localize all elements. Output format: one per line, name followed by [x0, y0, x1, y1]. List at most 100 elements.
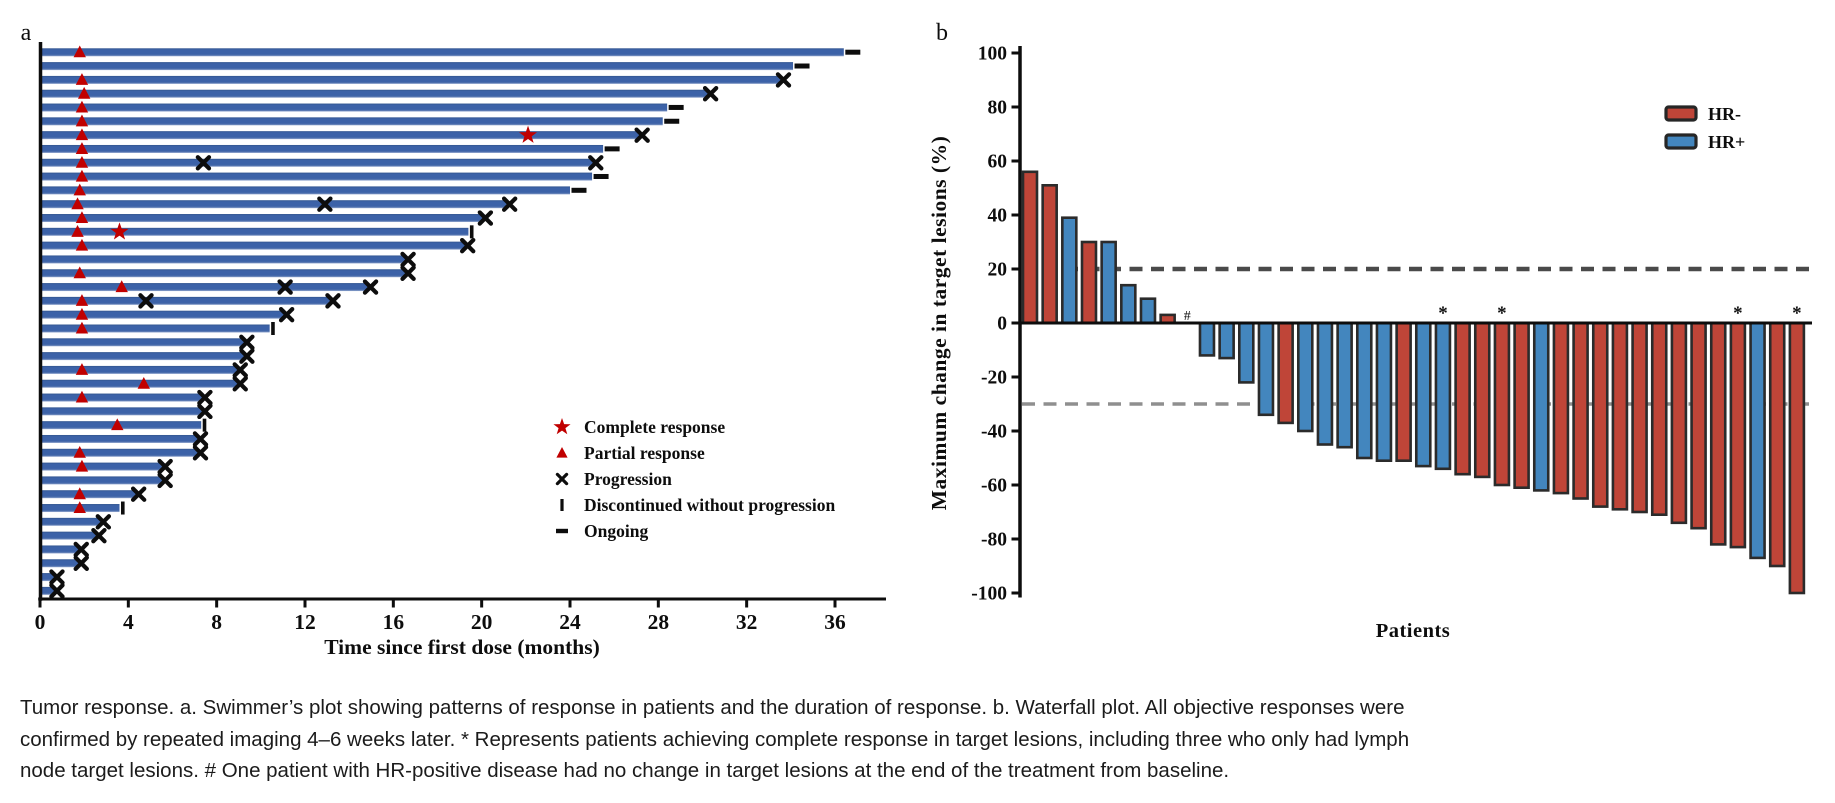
ongoing-dash-icon — [845, 49, 861, 55]
waterfall-bar-hr-neg — [1473, 321, 1491, 479]
progression-x-icon — [138, 293, 154, 309]
complete-response-star-icon — [519, 125, 538, 143]
x-tick-label: 8 — [211, 610, 222, 634]
progression-x-icon — [157, 458, 173, 475]
waterfall-bar-hr-pos — [1375, 321, 1393, 462]
waterfall-bar-hr-pos — [1336, 321, 1353, 449]
waterfall-bar-hr-neg — [1768, 321, 1786, 568]
waterfall-bar-hr-neg — [1395, 321, 1412, 462]
no-change-hash: # — [1184, 309, 1191, 324]
progression-x-icon — [73, 541, 89, 558]
x-tick-label: 24 — [559, 610, 581, 634]
y-tick-label: -40 — [981, 422, 1007, 443]
swimmer-bar — [40, 296, 332, 305]
partial-response-triangle-icon — [75, 142, 89, 154]
progression-x-icon — [325, 293, 341, 309]
partial-response-triangle-icon — [75, 321, 89, 334]
partial-response-triangle-icon — [71, 225, 84, 237]
swimmer-bar — [40, 269, 407, 278]
caption-line-3: node target lesions. # One patient with … — [20, 759, 1230, 782]
waterfall-bar-hr-pos — [1120, 283, 1137, 325]
partial-response-triangle-icon — [75, 73, 89, 85]
swimmer-plot: 0 4 8 12 16 20 24 28 32 36 Time since first dose (… — [21, 20, 886, 659]
y-tick-label: -60 — [981, 476, 1007, 497]
swimmer-bar — [40, 490, 138, 499]
waterfall-bar-hr-pos — [1414, 321, 1432, 468]
waterfall-bar-hr-pos — [1257, 321, 1275, 417]
swimmer-bar — [40, 255, 407, 264]
partial-response-triangle-icon — [75, 307, 89, 320]
y-tick-label: -80 — [981, 530, 1007, 551]
partial-response-triangle-icon — [75, 114, 89, 127]
partial-response-triangle-icon — [73, 445, 86, 458]
waterfall-bar-hr-pos — [1198, 321, 1216, 357]
progression-x-icon — [192, 431, 209, 447]
waterfall-bar-hr-neg — [1572, 321, 1589, 500]
discontinued-bar-icon — [202, 418, 207, 432]
progression-x-icon — [775, 72, 792, 88]
progression-x-icon — [195, 155, 212, 171]
swimmer-bar — [40, 241, 467, 250]
swimmer-bar — [40, 573, 56, 582]
swimmer-bar — [40, 365, 239, 374]
legend-label: Complete response — [584, 417, 725, 437]
swimmer-bar — [40, 476, 164, 485]
legend-label: Progression — [584, 469, 672, 489]
swimmer-bar — [40, 531, 98, 540]
progression-x-icon — [477, 210, 494, 226]
waterfall-bar-hr-neg — [1690, 321, 1707, 530]
waterfall-bar-hr-neg — [1513, 321, 1530, 489]
waterfall-bar-hr-neg — [1709, 321, 1727, 546]
swimmer-bar — [40, 75, 782, 84]
progression-x-icon — [400, 251, 416, 268]
progression-x-icon — [317, 196, 333, 212]
swimmer-bar — [40, 324, 270, 333]
swimmer-bar — [40, 338, 246, 347]
x-tick-label: 28 — [648, 610, 670, 634]
ongoing-dash-icon — [664, 118, 680, 124]
swimmer-bar — [40, 393, 204, 402]
ongoing-dash-icon — [593, 173, 609, 179]
panel-b-label: b — [936, 20, 948, 46]
swimmer-bar — [40, 186, 570, 195]
partial-response-triangle-icon — [73, 183, 86, 196]
waterfall-bar-hr-neg — [1788, 321, 1806, 595]
x-tick-label: 4 — [123, 610, 134, 634]
progression-x-icon — [702, 86, 719, 102]
partial-response-triangle-icon — [75, 211, 89, 224]
complete-response-asterisk: * — [1497, 303, 1507, 324]
legend-swatch-hr-neg — [1664, 105, 1698, 122]
x-tick-label: 16 — [383, 610, 405, 634]
complete-response-asterisk: * — [1733, 303, 1743, 324]
partial-response-triangle-icon — [75, 128, 89, 141]
x-tick-label: 20 — [471, 610, 493, 634]
waterfall-bar-hr-neg — [1021, 170, 1039, 325]
partial-response-triangle-icon — [115, 280, 128, 293]
x-tick-label: 12 — [294, 610, 316, 634]
waterfall-bar-hr-pos — [1316, 321, 1334, 446]
legend-label: Ongoing — [584, 521, 648, 541]
waterfall-bar-hr-pos — [1100, 240, 1117, 325]
partial-response-triangle-icon — [111, 418, 124, 431]
swimmer-bar — [40, 158, 595, 167]
progression-x-icon — [197, 403, 213, 420]
progression-x-icon — [192, 445, 209, 461]
progression-x-icon — [278, 306, 295, 323]
caption-line-2: confirmed by repeated imaging 4–6 weeks … — [20, 727, 1410, 751]
complete-response-asterisk: * — [1438, 303, 1448, 324]
waterfall-bar-hr-neg — [1670, 321, 1688, 525]
swimmer-bar — [40, 227, 469, 236]
progression-x-icon — [157, 472, 173, 489]
swimmer-bar — [40, 103, 668, 112]
legend-label: HR+ — [1708, 132, 1745, 152]
ongoing-dash-icon — [604, 146, 620, 152]
waterfall-bar-hr-pos — [1749, 321, 1766, 560]
caption-line-1: Tumor response. a. Swimmer’s plot showin… — [20, 696, 1405, 719]
x-axis-title: Time since first dose (months) — [324, 635, 600, 659]
x-axis-title: Patients — [1376, 620, 1451, 642]
partial-response-triangle-icon — [75, 100, 89, 113]
progression-x-icon — [95, 514, 112, 530]
partial-response-triangle-icon — [75, 155, 89, 168]
complete-response-star-icon — [110, 222, 129, 240]
swimmer-bar — [40, 283, 370, 292]
